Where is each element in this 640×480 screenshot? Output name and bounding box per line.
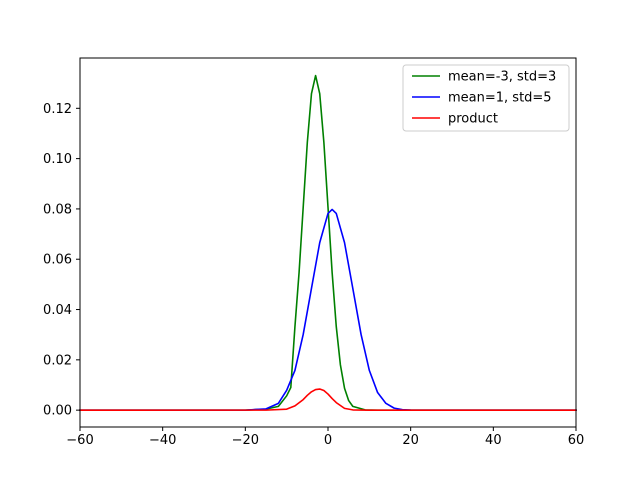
x-tick-label: −20 [232, 433, 259, 448]
series-line-3 [79, 388, 577, 411]
legend: mean=-3, std=3 mean=1, std=5 product [402, 64, 570, 132]
y-tick-label: 0.12 [43, 102, 72, 117]
legend-box [402, 64, 570, 132]
x-tick-label: −40 [149, 433, 176, 448]
y-tick-label: 0.00 [43, 404, 72, 419]
y-tick-label: 0.10 [43, 152, 72, 167]
y-tick-label: 0.02 [43, 353, 72, 368]
x-tick-label: 0 [324, 433, 332, 448]
x-tick-label: 60 [568, 433, 585, 448]
series-line-2 [79, 208, 577, 411]
x-tick-label: 20 [402, 433, 419, 448]
axes: −60 −40 −20 0 20 40 60 0.00 0.02 0.04 0.06 0.08 0.10… [43, 57, 585, 448]
legend-label-2: mean=1, std=5 [448, 91, 552, 106]
series-line-1 [79, 74, 577, 411]
y-tick-label: 0.08 [43, 202, 72, 217]
x-tick-label: 40 [485, 433, 502, 448]
x-tick-label: −60 [66, 433, 93, 448]
series-layer [79, 74, 577, 411]
legend-label-1: mean=-3, std=3 [448, 70, 556, 85]
y-tick-label: 0.06 [43, 253, 72, 268]
y-tick-label: 0.04 [43, 303, 72, 318]
legend-label-3: product [448, 112, 498, 127]
